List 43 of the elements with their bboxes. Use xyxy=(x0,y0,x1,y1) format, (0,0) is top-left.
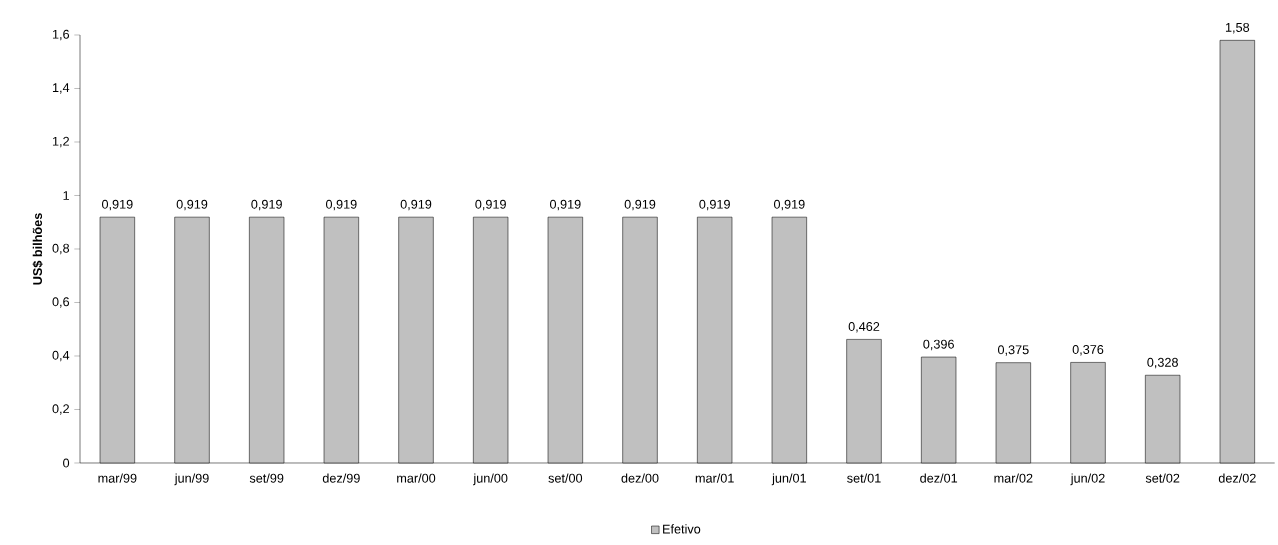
data-label: 0,462 xyxy=(848,322,880,333)
y-tick-label: 1,4 xyxy=(52,83,70,94)
data-label: 0,919 xyxy=(326,199,357,211)
data-label: 0,919 xyxy=(400,199,432,211)
data-label: 0,375 xyxy=(997,345,1029,356)
legend-label: Efetivo xyxy=(663,524,701,534)
x-tick-label: set/02 xyxy=(1145,473,1180,483)
y-tick-label: 0,6 xyxy=(52,297,70,308)
data-label: 0,919 xyxy=(549,199,581,211)
data-label: 1,58 xyxy=(1225,22,1250,34)
data-label: 0,919 xyxy=(624,199,656,211)
x-tick-label: mar/01 xyxy=(695,473,734,483)
data-label: 0,919 xyxy=(251,199,282,211)
x-tick-label: mar/99 xyxy=(98,473,137,483)
y-tick-label: 0,4 xyxy=(52,350,70,362)
data-label: 0,376 xyxy=(1072,345,1104,356)
y-tick-label: 1 xyxy=(63,191,69,200)
x-tick-label: set/99 xyxy=(249,473,284,483)
x-tick-label: dez/99 xyxy=(322,473,360,483)
x-tick-label: jun/99 xyxy=(174,473,209,486)
y-axis-title: US$ bilhões xyxy=(32,213,43,285)
data-label: 0,328 xyxy=(1147,357,1178,369)
x-tick-label: mar/00 xyxy=(397,473,436,483)
y-tick-label: 0,2 xyxy=(52,404,69,415)
x-tick-label: mar/02 xyxy=(994,473,1033,483)
x-tick-label: jun/00 xyxy=(473,473,508,486)
x-tick-label: jun/01 xyxy=(771,473,806,486)
y-tick-label: 0 xyxy=(63,458,70,468)
x-tick-label: jun/02 xyxy=(1070,473,1105,486)
data-label: 0,919 xyxy=(475,199,506,211)
data-label: 0,919 xyxy=(102,199,133,211)
data-label: 0,919 xyxy=(176,199,208,211)
x-tick-label: set/01 xyxy=(847,473,881,483)
data-label: 0,396 xyxy=(923,339,954,351)
y-tick-label: 0,8 xyxy=(52,243,70,255)
x-tick-label: dez/02 xyxy=(1218,473,1256,483)
y-tick-label: 1,6 xyxy=(52,29,70,41)
x-tick-label: dez/01 xyxy=(920,473,958,483)
data-label: 0,919 xyxy=(773,199,805,211)
y-tick-label: 1,2 xyxy=(52,136,69,148)
data-label: 0,919 xyxy=(699,199,730,211)
x-tick-label: set/00 xyxy=(548,473,583,483)
x-tick-label: dez/00 xyxy=(621,473,659,483)
